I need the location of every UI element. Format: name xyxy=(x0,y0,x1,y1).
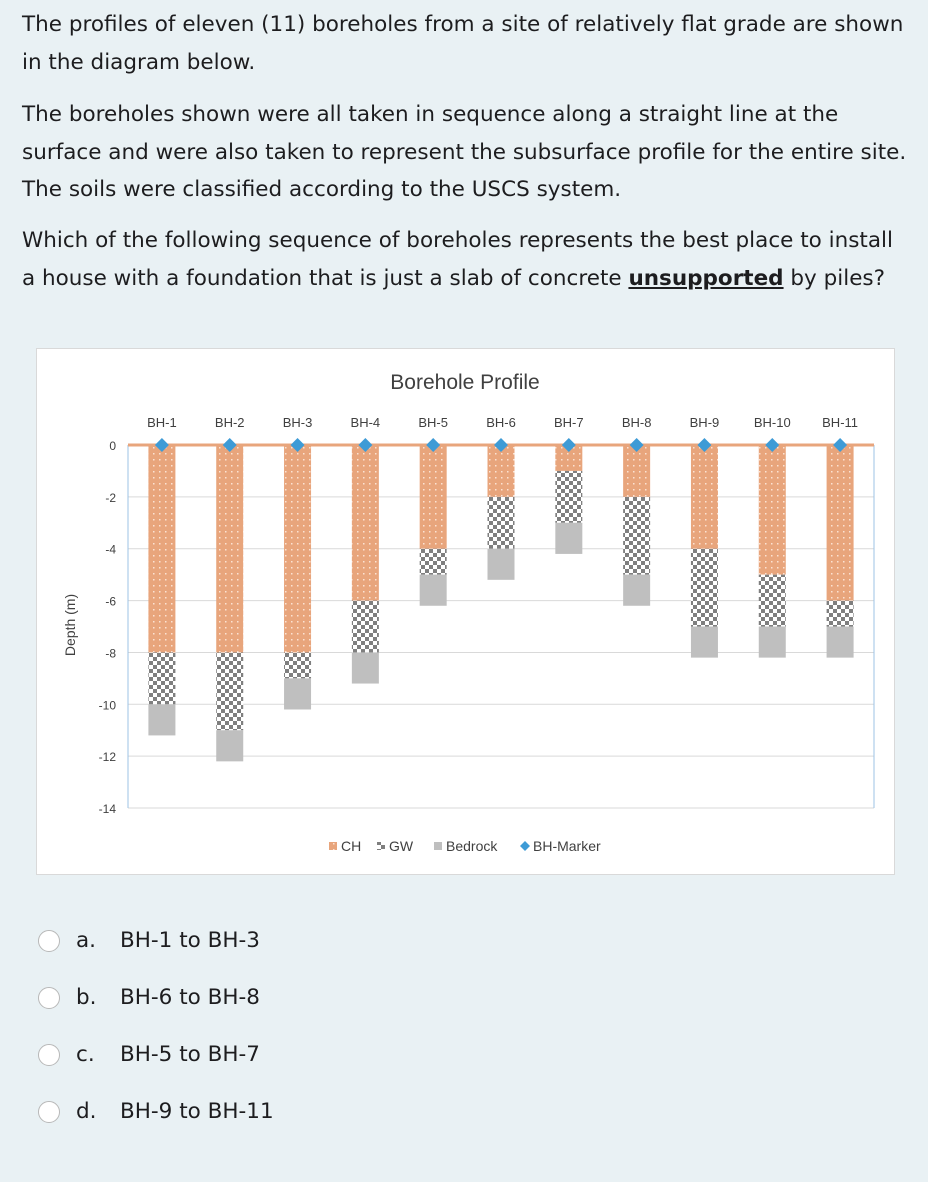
bar-bedrock-bh-9 xyxy=(690,626,718,658)
y-tick-label: -4 xyxy=(105,543,116,557)
bar-gw-bh-9 xyxy=(690,548,718,627)
chart-title: Borehole Profile xyxy=(390,371,539,394)
bar-ch-bh-8 xyxy=(623,445,651,497)
category-label: BH-9 xyxy=(690,415,720,430)
category-label: BH-11 xyxy=(822,415,858,430)
category-label: BH-2 xyxy=(215,415,245,430)
option-letter: b. xyxy=(76,985,97,1010)
category-label: BH-10 xyxy=(754,415,791,430)
bh-marker-bh-9 xyxy=(697,438,712,452)
question-context: The boreholes shown were all taken in se… xyxy=(22,102,907,202)
y-tick-label: -2 xyxy=(105,491,116,505)
category-label: BH-4 xyxy=(351,415,381,430)
y-tick-label: -14 xyxy=(99,802,117,816)
legend-label: Bedrock xyxy=(446,838,498,854)
bar-ch-bh-10 xyxy=(758,445,786,575)
bar-ch-bh-9 xyxy=(690,445,718,549)
bar-gw-bh-6 xyxy=(487,496,515,549)
bar-bedrock-bh-4 xyxy=(351,652,379,684)
bar-ch-bh-4 xyxy=(351,445,379,601)
option-text: BH-5 to BH-7 xyxy=(120,1042,260,1067)
bh-marker-bh-1 xyxy=(154,438,169,452)
legend-marker-icon xyxy=(520,841,530,851)
bh-marker-bh-5 xyxy=(426,438,441,452)
legend-label: CH xyxy=(341,838,361,854)
option-text: BH-9 to BH-11 xyxy=(120,1099,274,1124)
bar-gw-bh-10 xyxy=(758,574,786,627)
legend-label: GW xyxy=(389,838,414,854)
legend-swatch-icon xyxy=(434,842,442,850)
question-prompt: Which of the following sequence of boreh… xyxy=(22,222,912,297)
radio-button[interactable] xyxy=(38,1043,60,1066)
emphasis-unsupported: unsupported xyxy=(628,265,784,291)
answer-option-c[interactable]: c. BH-5 to BH-7 xyxy=(38,1042,260,1067)
answer-option-b[interactable]: b. BH-6 to BH-8 xyxy=(38,985,260,1010)
prompt-text: Which of the following sequence of boreh… xyxy=(22,228,893,291)
y-tick-label: 0 xyxy=(109,439,116,453)
bar-bedrock-bh-2 xyxy=(216,730,244,762)
bar-gw-bh-2 xyxy=(216,652,244,731)
bar-bedrock-bh-5 xyxy=(419,574,447,606)
bar-ch-bh-5 xyxy=(419,445,447,549)
bar-ch-bh-3 xyxy=(284,445,312,653)
category-label: BH-1 xyxy=(147,415,177,430)
chart-svg: Borehole Profile Depth (m) 0 -2 -4 -6 -8 -10 -… xyxy=(62,371,875,854)
option-letter: a. xyxy=(76,928,97,953)
y-tick-label: -8 xyxy=(105,646,116,660)
bh-marker-bh-11 xyxy=(833,438,848,452)
bh-marker-bh-2 xyxy=(222,438,237,452)
option-letter: c. xyxy=(76,1042,95,1067)
y-tick-label: -12 xyxy=(99,750,117,764)
radio-button[interactable] xyxy=(38,929,60,952)
bar-ch-bh-2 xyxy=(216,445,244,653)
bar-gw-bh-3 xyxy=(284,652,312,679)
category-label: BH-3 xyxy=(283,415,313,430)
answer-option-a[interactable]: a. BH-1 to BH-3 xyxy=(38,928,260,953)
radio-button[interactable] xyxy=(38,1100,60,1123)
category-label: BH-5 xyxy=(418,415,448,430)
option-text: BH-1 to BH-3 xyxy=(120,928,260,953)
bar-gw-bh-7 xyxy=(555,470,583,523)
bar-ch-bh-1 xyxy=(148,445,176,653)
bar-bedrock-bh-1 xyxy=(148,704,176,736)
y-tick-label: -6 xyxy=(105,595,116,609)
bar-gw-bh-1 xyxy=(148,652,176,705)
radio-button[interactable] xyxy=(38,986,60,1009)
bar-ch-bh-11 xyxy=(826,445,854,601)
bh-marker-bh-3 xyxy=(290,438,305,452)
borehole-chart: Borehole Profile Depth (m) 0 -2 -4 -6 -8 -10 -… xyxy=(36,348,895,875)
bar-ch-bh-6 xyxy=(487,445,515,497)
bar-gw-bh-5 xyxy=(419,548,447,575)
bar-bedrock-bh-11 xyxy=(826,626,854,658)
category-label: BH-6 xyxy=(486,415,516,430)
bh-marker-bh-7 xyxy=(561,438,576,452)
bar-bedrock-bh-10 xyxy=(758,626,786,658)
y-tick-label: -10 xyxy=(99,698,117,712)
bh-marker-bh-8 xyxy=(629,438,644,452)
category-label: BH-7 xyxy=(554,415,584,430)
bar-bedrock-bh-8 xyxy=(623,574,651,606)
question-intro: The profiles of eleven (11) boreholes fr… xyxy=(22,12,904,75)
bar-gw-bh-11 xyxy=(826,600,854,627)
legend-swatch-icon xyxy=(377,842,385,850)
bar-gw-bh-4 xyxy=(351,600,379,653)
bar-bedrock-bh-3 xyxy=(284,678,312,710)
bh-marker-bh-6 xyxy=(494,438,508,452)
option-text: BH-6 to BH-8 xyxy=(120,985,260,1010)
bar-bedrock-bh-7 xyxy=(555,522,583,554)
bh-marker-bh-10 xyxy=(765,438,780,452)
legend-swatch-icon xyxy=(329,842,337,850)
bar-gw-bh-8 xyxy=(623,496,651,575)
y-axis-label: Depth (m) xyxy=(62,594,78,656)
category-label: BH-8 xyxy=(622,415,652,430)
option-letter: d. xyxy=(76,1099,97,1124)
prompt-end: by piles? xyxy=(783,265,886,291)
legend-label: BH-Marker xyxy=(533,838,601,854)
bar-bedrock-bh-6 xyxy=(487,548,515,580)
answer-option-d[interactable]: d. BH-9 to BH-11 xyxy=(38,1099,274,1124)
bh-marker-bh-4 xyxy=(358,438,373,452)
